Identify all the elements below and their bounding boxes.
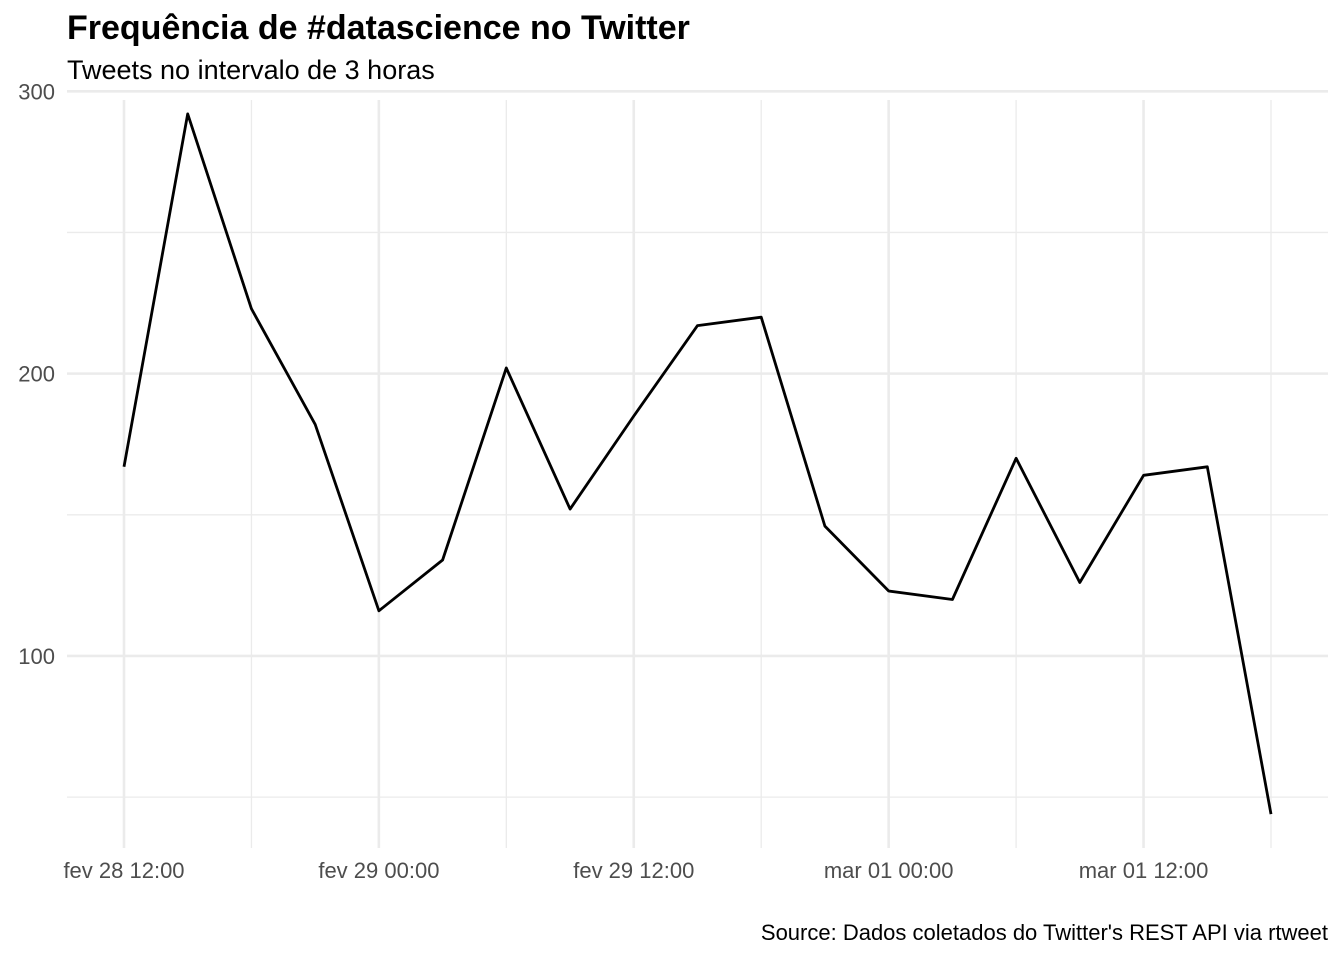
x-tick-label: mar 01 12:00 xyxy=(1079,858,1209,883)
x-tick-label: fev 28 12:00 xyxy=(63,858,184,883)
y-tick-label: 100 xyxy=(18,644,55,669)
series-layer xyxy=(122,112,1273,815)
x-axis: fev 28 12:00 fev 29 00:00 fev 29 12:00 mar … xyxy=(63,858,1208,883)
x-tick-label: fev 29 12:00 xyxy=(573,858,694,883)
y-tick-label: 200 xyxy=(18,362,55,387)
chart-caption: Source: Dados coletados do Twitter's RES… xyxy=(761,920,1328,945)
chart-subtitle: Tweets no intervalo de 3 horas xyxy=(67,55,435,85)
x-tick-label: mar 01 00:00 xyxy=(824,858,954,883)
y-axis: 100 200 300 xyxy=(18,79,55,669)
grid xyxy=(67,89,1328,848)
chart-title: Frequência de #datascience no Twitter xyxy=(67,9,690,47)
x-tick-label: fev 29 00:00 xyxy=(318,858,439,883)
y-tick-label: 300 xyxy=(18,79,55,104)
series-line xyxy=(122,112,1273,815)
